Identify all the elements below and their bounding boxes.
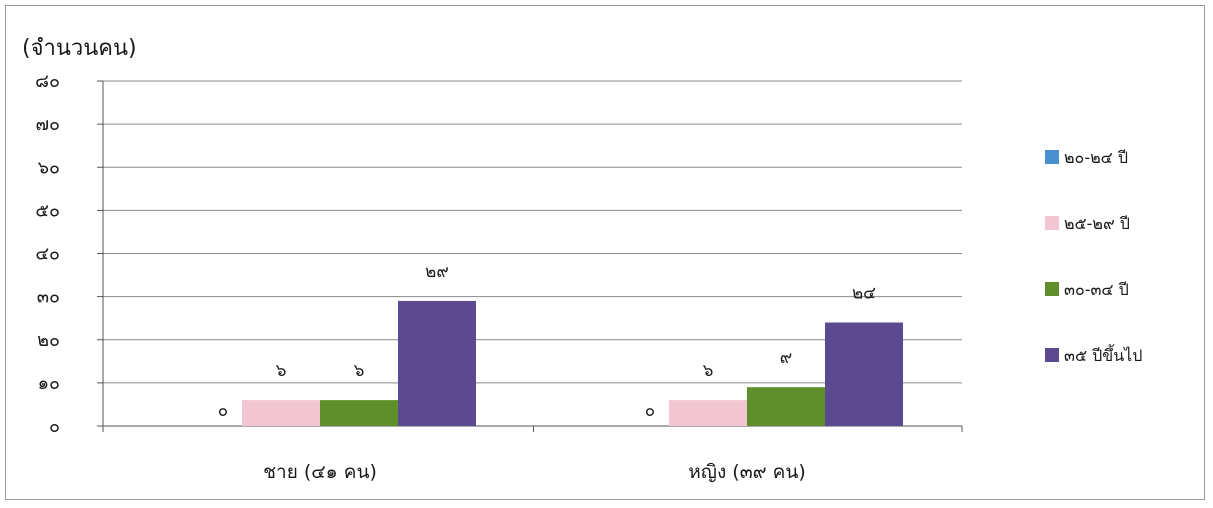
legend-swatch [1045,216,1059,230]
y-tick-label: ๔๐ [35,244,60,265]
y-tick-label: ๒๐ [37,330,60,351]
data-label: ๖ [354,361,365,381]
legend-label: ๒๕-๒๙ ปี [1064,214,1130,233]
data-label: ๖ [703,361,714,381]
data-label: ๙ [780,348,792,368]
data-label: ๒๔ [852,284,876,304]
bar [242,400,320,426]
y-tick-label: ๓๐ [37,287,60,308]
y-axis-title: (จำนวนคน) [22,36,137,61]
data-label: ๐ [645,401,655,421]
bar [398,300,476,426]
legend: ๒๐-๒๔ ปี๒๕-๒๙ ปี๓๐-๓๔ ปี๓๕ ปีขึ้นไป [1045,148,1142,365]
legend-swatch [1045,150,1059,164]
data-labels: ๐ ๖ ๖ ๒๙๐ ๖ ๙ ๒๔ [218,262,876,421]
legend-label: ๒๐-๒๔ ปี [1064,148,1128,167]
legend-swatch [1045,282,1059,296]
bar [669,400,747,426]
y-tick-label: ๖๐ [38,157,60,178]
y-tick-label: ๑๐ [38,373,60,394]
legend-label: ๓๕ ปีขึ้นไป [1064,344,1142,365]
y-tick-label: ๗๐ [35,114,60,135]
category-label: ชาย (๔๑ คน) [263,461,377,483]
bar [747,387,825,426]
data-label: ๖ [276,361,287,381]
bars [242,300,903,426]
y-tick-label: ๕๐ [35,200,60,221]
data-label: ๒๙ [425,262,449,282]
y-tick-label: ๘๐ [35,71,60,92]
legend-swatch [1045,348,1059,362]
y-tick-label: ๐ [49,416,60,437]
bar [320,400,398,426]
y-axis-ticks: ๐ ๑๐ ๒๐ ๓๐ ๔๐ ๕๐ ๖๐ ๗๐ ๘๐ [35,71,103,437]
legend-label: ๓๐-๓๔ ปี [1064,280,1129,299]
data-label: ๐ [218,401,228,421]
bar [825,322,903,426]
category-labels: ชาย (๔๑ คน) หญิง (๓๙ คน) [263,461,806,483]
category-label: หญิง (๓๙ คน) [688,461,806,483]
chart-frame [5,5,1205,500]
